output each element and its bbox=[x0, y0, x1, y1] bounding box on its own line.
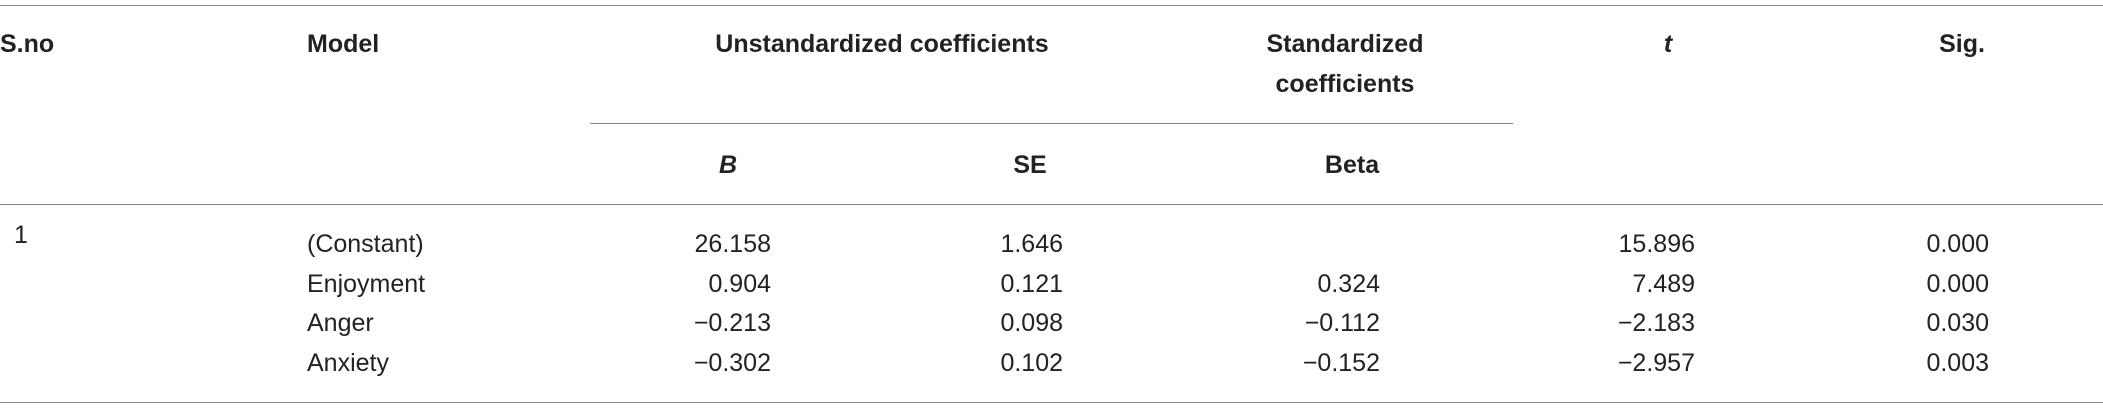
row-label: Anger bbox=[307, 309, 374, 337]
cell: 0.121 bbox=[1000, 270, 1063, 298]
group-rule bbox=[590, 123, 1513, 124]
cell: −2.957 bbox=[1617, 349, 1695, 377]
header-cell: Model bbox=[307, 30, 380, 58]
cell: 0.003 bbox=[1926, 349, 1989, 377]
cell: 0.102 bbox=[1000, 349, 1063, 377]
cell: 0.000 bbox=[1926, 270, 1989, 298]
cell: −0.213 bbox=[693, 309, 771, 337]
cell: 1.646 bbox=[1000, 230, 1063, 258]
row-label: Enjoyment bbox=[307, 270, 426, 298]
row-label: Anxiety bbox=[307, 349, 389, 377]
cell: 0.030 bbox=[1926, 309, 1989, 337]
cell: −0.302 bbox=[693, 349, 771, 377]
cell: 7.489 bbox=[1632, 270, 1695, 298]
header-cell: Sig. bbox=[1939, 30, 1985, 58]
subheader-cell: B bbox=[718, 151, 738, 179]
top-rule bbox=[0, 5, 2103, 6]
subheader-cell: Beta bbox=[1324, 151, 1380, 179]
cell: −0.152 bbox=[1302, 349, 1380, 377]
header-rule bbox=[0, 204, 2103, 205]
cell: −0.112 bbox=[1304, 309, 1380, 337]
cell: 26.158 bbox=[694, 230, 771, 258]
header-cell: S.no bbox=[0, 30, 55, 58]
cell: 0.098 bbox=[1000, 309, 1063, 337]
bottom-rule bbox=[0, 402, 2103, 403]
header-cell: t bbox=[1663, 30, 1673, 58]
header-cell: Unstandardized coefficients bbox=[715, 30, 1049, 58]
cell: 0.904 bbox=[708, 270, 771, 298]
group-label: 1 bbox=[14, 221, 28, 249]
cell: 0.000 bbox=[1926, 230, 1989, 258]
cell: −2.183 bbox=[1617, 309, 1695, 337]
header-cell: Standardized coefficients bbox=[1266, 30, 1424, 98]
row-label: (Constant) bbox=[307, 230, 424, 258]
subheader-cell: SE bbox=[1013, 151, 1047, 179]
cell: 0.324 bbox=[1317, 270, 1380, 298]
cell: 15.896 bbox=[1618, 230, 1695, 258]
